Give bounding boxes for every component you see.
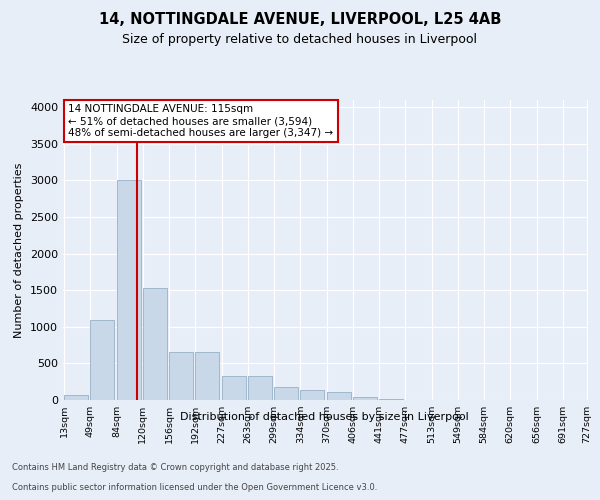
Bar xyxy=(143,288,167,400)
Bar xyxy=(90,320,115,400)
Bar xyxy=(248,376,272,400)
Text: Size of property relative to detached houses in Liverpool: Size of property relative to detached ho… xyxy=(122,32,478,46)
Bar xyxy=(274,387,298,400)
Bar xyxy=(116,180,141,400)
Bar xyxy=(196,352,220,400)
Bar xyxy=(64,394,88,400)
Y-axis label: Number of detached properties: Number of detached properties xyxy=(14,162,25,338)
Text: 14, NOTTINGDALE AVENUE, LIVERPOOL, L25 4AB: 14, NOTTINGDALE AVENUE, LIVERPOOL, L25 4… xyxy=(99,12,501,28)
Bar xyxy=(300,390,325,400)
Text: Contains public sector information licensed under the Open Government Licence v3: Contains public sector information licen… xyxy=(12,484,377,492)
Bar xyxy=(221,376,246,400)
Text: 14 NOTTINGDALE AVENUE: 115sqm
← 51% of detached houses are smaller (3,594)
48% o: 14 NOTTINGDALE AVENUE: 115sqm ← 51% of d… xyxy=(68,104,334,138)
Bar xyxy=(353,397,377,400)
Text: Contains HM Land Registry data © Crown copyright and database right 2025.: Contains HM Land Registry data © Crown c… xyxy=(12,464,338,472)
Text: Distribution of detached houses by size in Liverpool: Distribution of detached houses by size … xyxy=(179,412,469,422)
Bar xyxy=(169,352,193,400)
Bar xyxy=(326,392,350,400)
